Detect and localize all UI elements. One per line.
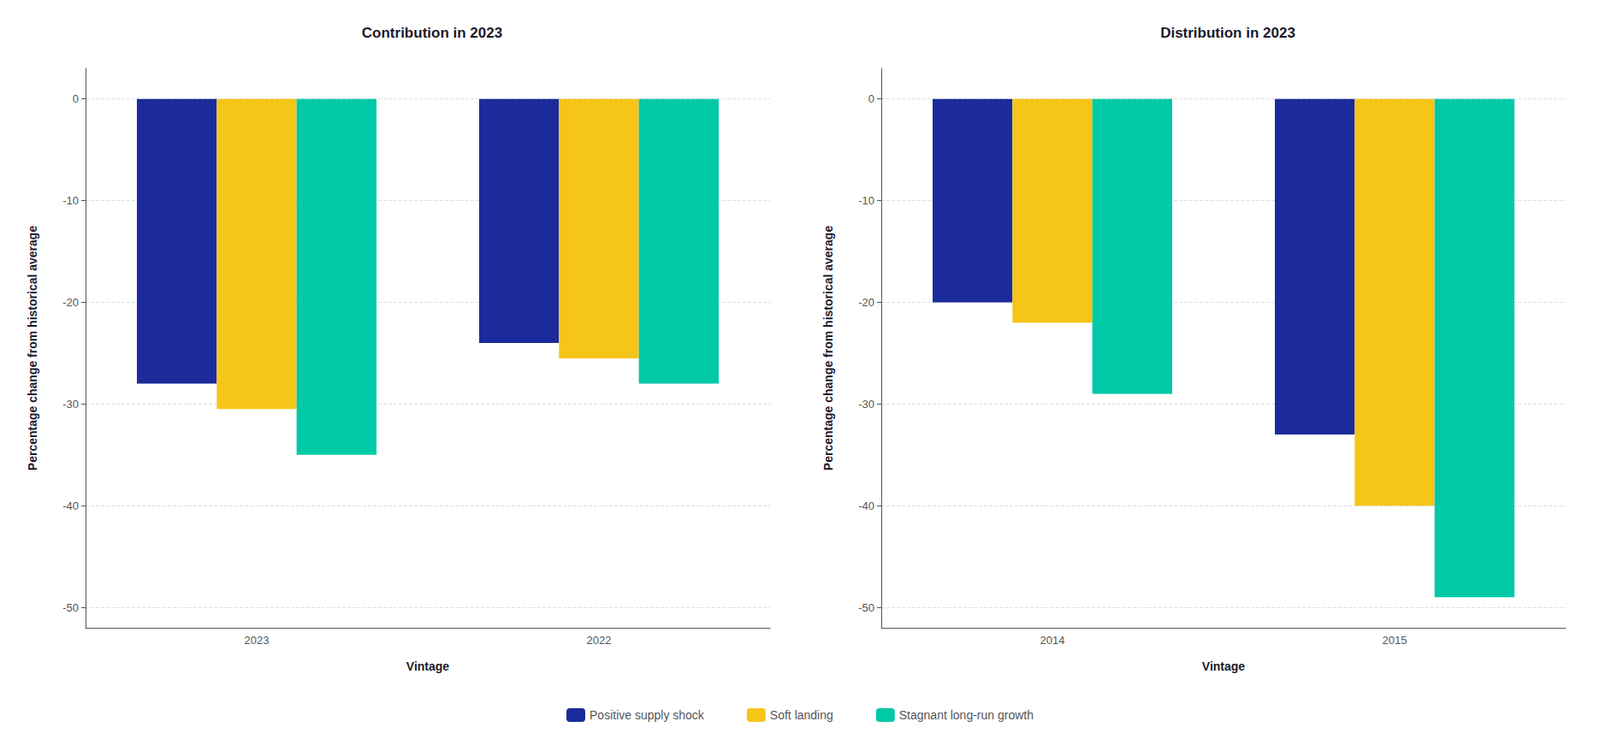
svg-text:-30: -30 <box>62 397 79 411</box>
svg-text:2022: 2022 <box>586 634 612 647</box>
svg-text:-40: -40 <box>62 499 79 513</box>
svg-text:-10: -10 <box>858 194 875 208</box>
svg-text:2014: 2014 <box>1040 634 1066 647</box>
svg-text:-10: -10 <box>62 194 79 208</box>
svg-text:-50: -50 <box>858 601 875 615</box>
svg-text:Percentage change from histori: Percentage change from historical averag… <box>25 225 40 472</box>
svg-text:-50: -50 <box>62 601 79 615</box>
svg-text:Positive supply shock: Positive supply shock <box>589 708 706 723</box>
svg-text:Vintage: Vintage <box>1202 659 1246 674</box>
svg-text:-20: -20 <box>858 296 875 309</box>
svg-text:-30: -30 <box>858 397 875 411</box>
svg-text:Percentage change from histori: Percentage change from historical averag… <box>821 225 836 472</box>
svg-text:Soft landing: Soft landing <box>770 708 834 723</box>
svg-text:2015: 2015 <box>1382 634 1408 647</box>
svg-text:-40: -40 <box>858 499 875 513</box>
svg-text:-20: -20 <box>62 296 79 309</box>
svg-text:2023: 2023 <box>244 634 270 647</box>
svg-text:Vintage: Vintage <box>406 659 451 674</box>
svg-text:Stagnant long-run growth: Stagnant long-run growth <box>899 708 1034 723</box>
svg-text:0: 0 <box>868 92 875 106</box>
svg-text:0: 0 <box>72 92 79 106</box>
svg-text:Contribution in 2023: Contribution in 2023 <box>361 24 503 42</box>
svg-text:Distribution in 2023: Distribution in 2023 <box>1160 24 1296 42</box>
